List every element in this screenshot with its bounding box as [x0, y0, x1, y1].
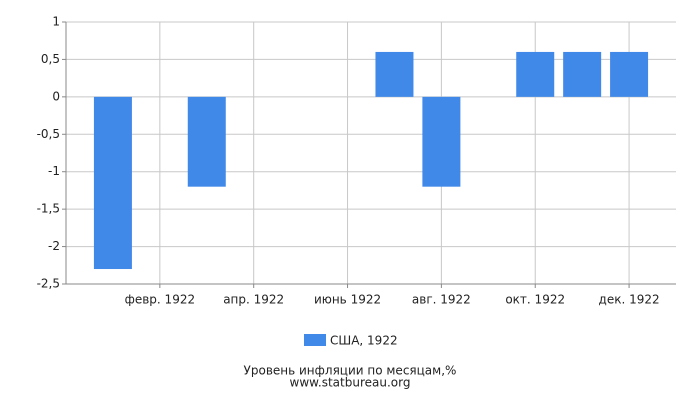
bar	[422, 96, 461, 187]
y-tick-label: 1	[52, 15, 60, 29]
y-tick-label: -2	[48, 239, 60, 253]
y-tick-label: 0,5	[41, 52, 60, 66]
legend-swatch	[304, 334, 326, 346]
bar	[563, 51, 602, 97]
y-tick-label: -1,5	[37, 202, 60, 216]
bar	[187, 96, 226, 187]
chart-subtitle: www.statbureau.org	[290, 376, 411, 390]
bar	[93, 96, 132, 270]
chart-title: Уровень инфляции по месяцам,%	[244, 364, 457, 378]
legend-label: США, 1922	[330, 334, 398, 348]
x-tick-label: февр. 1922	[125, 293, 196, 307]
x-tick-label: апр. 1922	[223, 293, 284, 307]
y-tick-label: 0	[52, 89, 60, 103]
y-tick-label: -0,5	[37, 127, 60, 141]
bar	[375, 51, 414, 97]
y-tick-label: -2,5	[37, 277, 60, 291]
x-tick-label: окт. 1922	[505, 293, 565, 307]
y-tick-label: -1	[48, 164, 60, 178]
x-tick-label: авг. 1922	[412, 293, 471, 307]
bar	[610, 51, 649, 97]
x-tick-label: июнь 1922	[314, 293, 381, 307]
bar	[516, 51, 555, 97]
x-tick-label: дек. 1922	[599, 293, 660, 307]
